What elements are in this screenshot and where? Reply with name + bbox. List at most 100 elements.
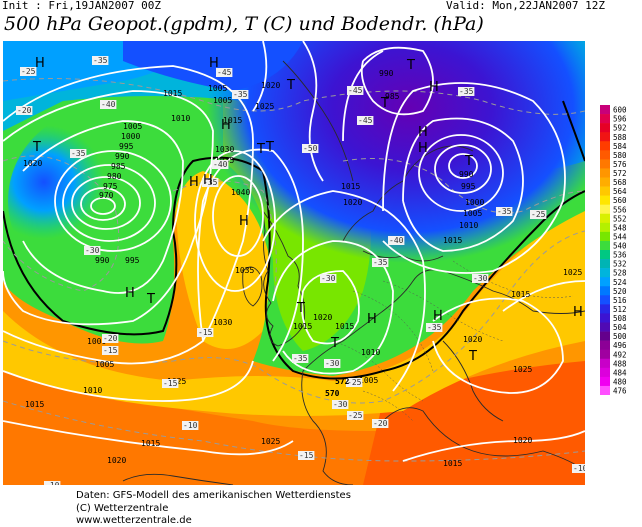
high-pressure-marker: H xyxy=(418,141,428,156)
temperature-label: -25 xyxy=(21,67,36,76)
temperature-label: -40 xyxy=(389,236,404,245)
pressure-label: 1020 xyxy=(343,198,362,207)
pressure-label: 1005 xyxy=(213,96,232,105)
temperature-label-bg xyxy=(332,400,349,409)
low-pressure-marker: T xyxy=(256,142,265,157)
scale-label: 596 xyxy=(613,115,627,124)
isobars xyxy=(3,41,585,462)
pressure-label: 1005 xyxy=(463,209,482,218)
high-pressure-marker: H xyxy=(203,173,213,188)
borders xyxy=(332,260,574,422)
pressure-label: 1020 xyxy=(261,81,280,90)
pressure-label: 1015 xyxy=(443,459,462,468)
scale-label: 496 xyxy=(613,341,627,350)
pressure-label: 990 xyxy=(459,170,474,179)
pressure-label: 1010 xyxy=(83,386,102,395)
scale-swatch xyxy=(600,141,610,151)
temperature-label: -20 xyxy=(373,419,388,428)
color-scale: 600 596 592 588 584 580 576 572 568 564 560 556 552 5… xyxy=(600,105,640,396)
scale-swatch xyxy=(600,295,610,305)
pressure-label: 1000 xyxy=(87,337,106,346)
scale-swatch xyxy=(600,313,610,323)
temperature-label: -15 xyxy=(198,328,213,337)
temperature-label-bg xyxy=(44,481,61,485)
high-pressure-marker: H xyxy=(189,175,199,190)
pressure-label: 975 xyxy=(103,182,118,191)
temperature-label-bg xyxy=(102,334,119,343)
temperature-label: -35 xyxy=(459,87,474,96)
pressure-label: 1025 xyxy=(255,102,274,111)
pressure-label: 995 xyxy=(125,256,140,265)
temperature-label-bg xyxy=(347,86,364,95)
temperature-label: -35 xyxy=(293,354,308,363)
temperature-label-bg xyxy=(357,116,374,125)
low-pressure-marker: T xyxy=(146,292,155,307)
pressure-label: 1015 xyxy=(163,89,182,98)
temperature-label: -25 xyxy=(531,210,546,219)
scale-label: 580 xyxy=(613,151,627,160)
scale-swatch xyxy=(600,231,610,242)
high-pressure-marker: H xyxy=(35,56,45,71)
pressure-label: 1015 xyxy=(141,439,160,448)
scale-label: 568 xyxy=(613,178,627,187)
temperature-label: -20 xyxy=(17,106,32,115)
temperature-label: -20 xyxy=(103,334,118,343)
scale-swatch xyxy=(600,358,610,369)
temperature-label: -35 xyxy=(497,207,512,216)
temperature-label: -35 xyxy=(373,258,388,267)
pressure-label: 1005 xyxy=(359,376,378,385)
scale-swatch xyxy=(600,322,610,332)
temperature-label-bg xyxy=(347,411,364,420)
footer-source: Daten: GFS-Modell des amerikanischen Wet… xyxy=(76,490,351,501)
scale-label: 480 xyxy=(613,377,627,386)
pressure-label: 1000 xyxy=(465,198,484,207)
scale-label: 524 xyxy=(613,278,627,287)
temperature-label-bg xyxy=(162,379,179,388)
high-pressure-marker: H xyxy=(418,125,428,140)
pressure-label: 985 xyxy=(385,92,400,101)
scale-label: 548 xyxy=(613,223,627,232)
pressure-label: 995 xyxy=(461,182,476,191)
temperature-label: -35 xyxy=(427,323,442,332)
scale-swatch xyxy=(600,123,610,133)
temperature-label: -15 xyxy=(163,379,178,388)
scale-label: 544 xyxy=(613,232,627,241)
temperature-label-bg xyxy=(426,323,443,332)
temperature-label: -40 xyxy=(213,160,228,169)
scale-swatch xyxy=(600,340,610,350)
temperature-label: -15 xyxy=(299,451,314,460)
temperature-label-bg xyxy=(100,100,117,109)
temperature-label-bg xyxy=(298,451,315,460)
temperature-label-bg xyxy=(92,56,109,65)
temperature-label: -25 xyxy=(347,378,362,387)
scale-swatch xyxy=(600,268,610,278)
temperature-label-bg xyxy=(197,328,214,337)
scale-label: 512 xyxy=(613,305,627,314)
pressure-label: 1030 xyxy=(213,318,232,327)
high-pressure-marker: H xyxy=(125,286,135,301)
pressure-label: 1025 xyxy=(513,365,532,374)
temperature-label: -30 xyxy=(321,274,336,283)
temperature-label-bg xyxy=(102,346,119,355)
pressure-label: 1035 xyxy=(235,266,254,275)
temperature-label-bg xyxy=(388,236,405,245)
pressure-label: 970 xyxy=(99,191,114,200)
map-canvas: 1015100510051010100510009959909859809759… xyxy=(3,41,585,485)
geopotential-contour xyxy=(3,156,585,380)
temperature-label-bg xyxy=(530,210,547,219)
cold-north xyxy=(123,41,303,91)
pressure-label: 1040 xyxy=(231,188,250,197)
weather-map: 1015 1005 1005 1010 1005 1000 995 990 985 980 975 9… xyxy=(3,41,585,485)
pressure-label: 1030 xyxy=(215,145,234,154)
temperature-label: -45 xyxy=(358,116,373,125)
footer-url[interactable]: www.wetterzentrale.de xyxy=(76,515,192,526)
scale-label: 588 xyxy=(613,133,627,142)
scale-swatch xyxy=(600,186,610,196)
low-pressure-marker: T xyxy=(296,301,305,316)
valid-time: Valid: Mon,22JAN2007 12Z xyxy=(446,0,605,12)
pressure-label: 1020 xyxy=(313,313,332,322)
scale-swatch xyxy=(600,159,610,169)
high-pressure-marker: H xyxy=(209,56,219,71)
pressure-label: 1000 xyxy=(121,132,140,141)
